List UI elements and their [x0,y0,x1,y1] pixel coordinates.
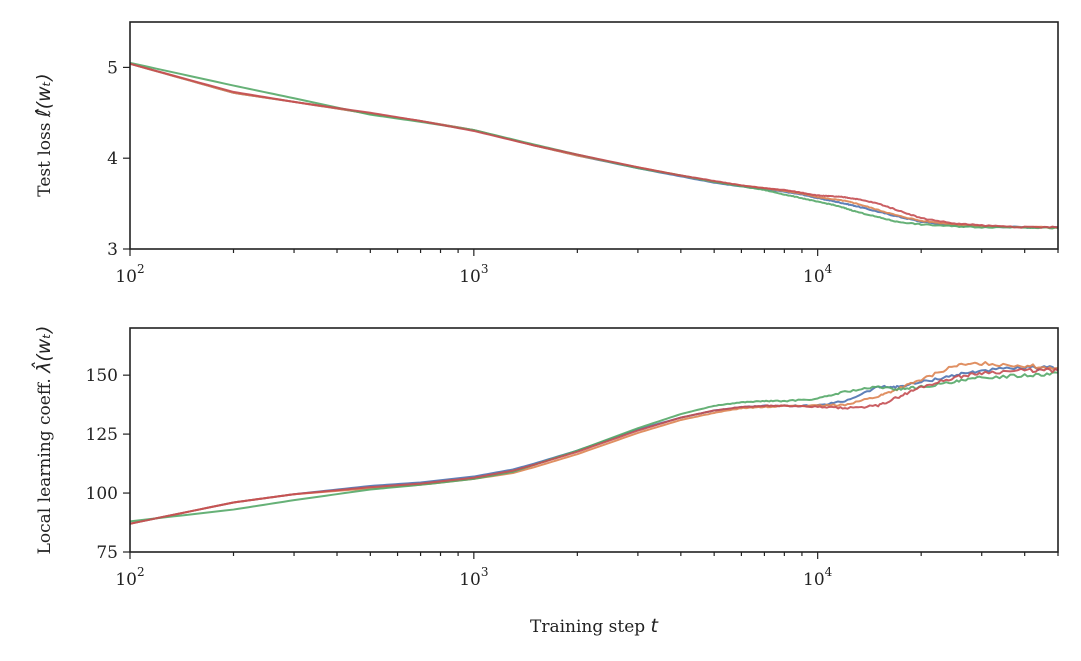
x-tick-label: 102 [115,262,144,287]
x-tick-label: 104 [803,565,833,590]
y-tick-label: 5 [107,58,118,78]
y-tick-label: 125 [86,425,118,445]
y-tick-label: 3 [107,240,118,260]
y-tick-label: 75 [96,543,118,563]
series-group [130,361,1058,525]
series-line-1 [130,62,1058,229]
x-tick-label: 103 [459,262,488,287]
series-line-2 [130,62,1058,229]
x-tick-label: 104 [803,262,833,287]
test-loss-panel: 102 103 104 3 4 5 Test loss ℓ̂(wₜ) [33,21,1059,287]
x-tick-label: 102 [115,565,144,590]
series-line-3 [130,61,1058,230]
plot-frame [129,327,1059,553]
y-axis-label: Test loss ℓ̂(wₜ) [33,73,55,196]
y-tick-label: 150 [86,366,118,386]
series-line-3 [130,371,1058,523]
x-tick-label: 103 [459,565,488,590]
series-line-4 [130,62,1058,229]
series-line-4 [130,367,1058,525]
llc-panel: 102 103 104 75 100 125 150 Local learning coeff… [31,326,1059,637]
series-group [130,61,1058,230]
plot-frame [129,21,1059,250]
y-tick-label: 4 [107,149,118,169]
y-tick-label: 100 [86,484,118,504]
y-axis-label: Local learning coeff. λ̂(wₜ) [31,326,55,555]
x-axis-label: Training step t [530,615,660,637]
